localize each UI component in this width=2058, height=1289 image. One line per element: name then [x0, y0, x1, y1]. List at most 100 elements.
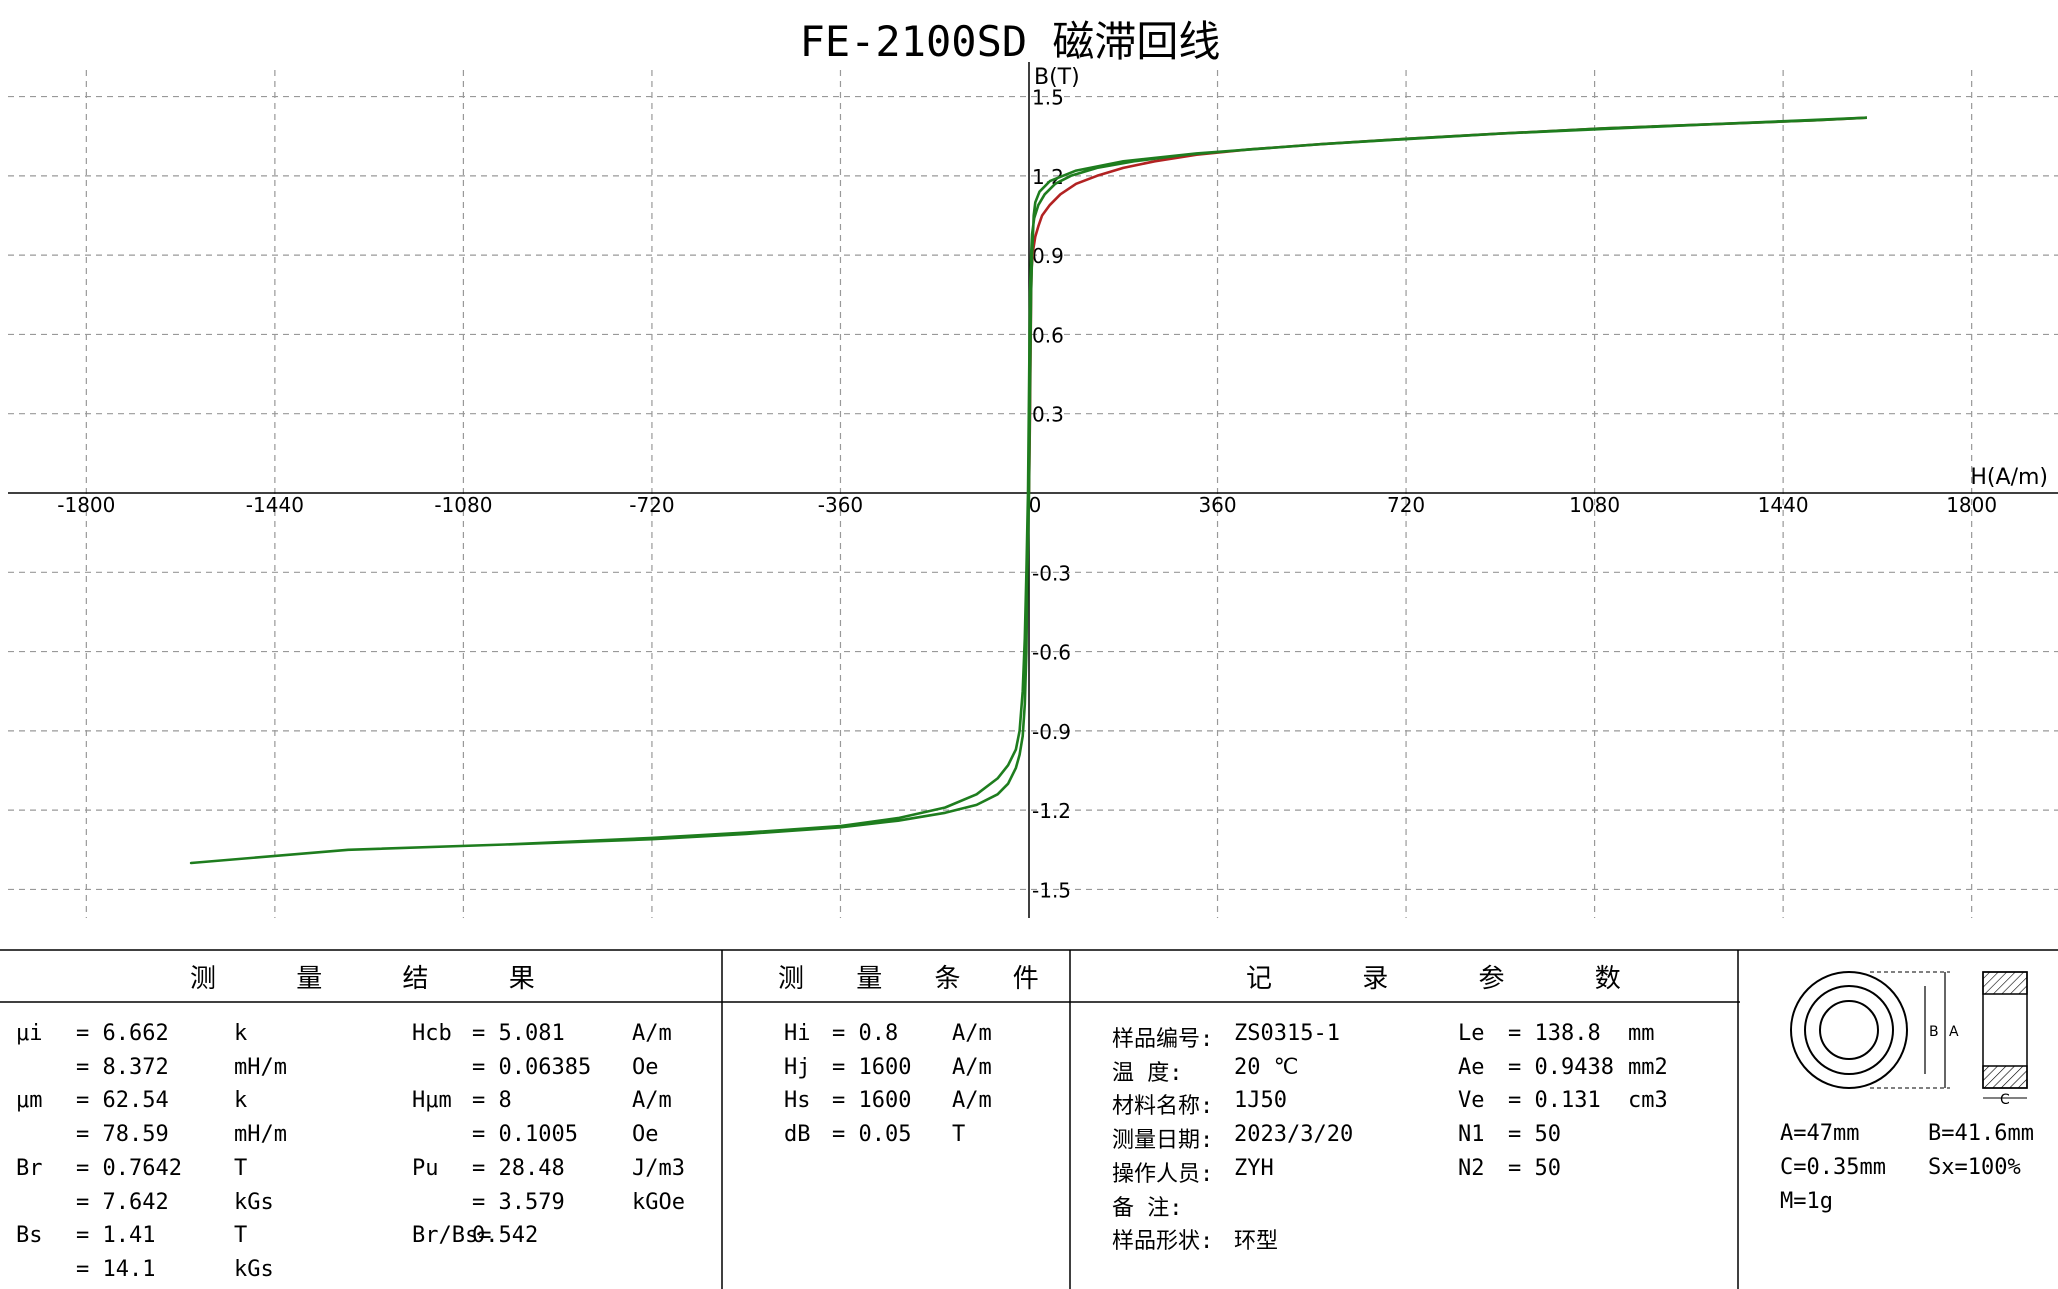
results-cell: k: [234, 1088, 248, 1114]
param-cell: N2: [1458, 1155, 1485, 1181]
results-cell: = 78.59: [76, 1122, 169, 1148]
x-tick-label: 360: [1198, 493, 1236, 517]
record-value: 20 ℃: [1234, 1054, 1299, 1080]
conditions-cell: = 0.05: [832, 1122, 912, 1148]
results-cell: = 8.372: [76, 1054, 169, 1080]
x-tick-label: 0: [1029, 493, 1042, 517]
y-tick-label: -1.2: [1032, 799, 1071, 823]
ring-label-c: C: [2000, 1092, 2010, 1108]
param-cell: Ae: [1458, 1054, 1485, 1080]
param-cell: = 0.9438: [1508, 1054, 1614, 1080]
ring-sample-diagram: [1790, 971, 2028, 1099]
param-cell: cm3: [1628, 1088, 1668, 1114]
info-panel-frame: [0, 949, 2058, 1289]
results-cell: Bs: [16, 1223, 43, 1249]
param-cell: Le: [1458, 1021, 1485, 1046]
results-cell: = 0.06385: [472, 1054, 592, 1080]
record-value: 2023/3/20: [1234, 1122, 1354, 1148]
y-tick-label: -0.9: [1032, 720, 1071, 744]
record-value: ZS0315-1: [1234, 1021, 1340, 1046]
param-cell: Ve: [1458, 1088, 1485, 1114]
results-cell: μi: [16, 1021, 43, 1046]
results-cell: kGs: [234, 1189, 274, 1215]
results-cell: Pu: [412, 1155, 439, 1181]
results-cell: Hcb: [412, 1021, 452, 1046]
chart-axes: [8, 62, 2058, 918]
shape-dim: B=41.6mm: [1928, 1121, 2034, 1146]
results-cell: A/m: [632, 1088, 672, 1114]
record-value: 1J50: [1234, 1088, 1287, 1114]
y-tick-label: 1.5: [1032, 86, 1064, 110]
param-cell: = 0.131: [1508, 1088, 1601, 1114]
param-cell: = 138.8: [1508, 1021, 1601, 1046]
results-cell: = 0.1005: [472, 1122, 578, 1148]
record-label: 测量日期:: [1112, 1128, 1214, 1154]
conditions-cell: Hs: [784, 1088, 811, 1114]
record-value: 环型: [1234, 1229, 1279, 1255]
y-tick-label: -0.3: [1032, 561, 1071, 585]
results-cell: T: [234, 1223, 248, 1249]
results-cell: = 14.1: [76, 1256, 156, 1282]
results-cell: Oe: [632, 1054, 659, 1080]
x-tick-label: 1440: [1758, 493, 1809, 517]
results-cell: = 28.48: [472, 1155, 565, 1181]
conditions-cell: = 1600: [832, 1054, 912, 1080]
results-cell: = 62.54: [76, 1088, 169, 1114]
conditions-cell: A/m: [952, 1088, 992, 1114]
record-label: 材料名称:: [1112, 1094, 1214, 1120]
x-tick-label: 720: [1387, 493, 1425, 517]
chart-title: FE-2100SD 磁滞回线: [800, 17, 1221, 66]
results-cell: μm: [16, 1088, 43, 1114]
y-tick-label: 0.9: [1032, 244, 1064, 268]
record-value: ZYH: [1234, 1155, 1274, 1181]
results-header: 测 量 结 果: [190, 964, 537, 994]
results-cell: mH/m: [234, 1054, 287, 1080]
record-header: 记 录 参 数: [1246, 964, 1623, 994]
ring-label-a: A: [1949, 1024, 1959, 1040]
x-tick-label: -1080: [434, 493, 492, 517]
param-cell: N1: [1458, 1122, 1485, 1148]
x-tick-label: -1800: [57, 493, 115, 517]
conditions-cell: T: [952, 1122, 966, 1148]
results-cell: 0.542: [472, 1223, 539, 1249]
x-axis-label: H(A/m): [1970, 465, 2048, 490]
conditions-cell: Hj: [784, 1054, 811, 1080]
results-cell: = 6.662: [76, 1021, 169, 1046]
results-cell: Oe: [632, 1122, 659, 1148]
record-label: 操作人员:: [1112, 1161, 1214, 1187]
x-tick-label: -720: [629, 493, 674, 517]
series-line-1: [189, 116, 1867, 865]
results-cell: = 5.081: [472, 1021, 565, 1046]
x-tick-label: -360: [818, 493, 863, 517]
results-cell: J/m3: [632, 1155, 685, 1181]
chart-series: [189, 116, 1867, 865]
y-tick-label: -1.5: [1032, 878, 1071, 902]
results-cell: Br: [16, 1155, 43, 1181]
results-cell: = 7.642: [76, 1189, 169, 1215]
results-cell: mH/m: [234, 1122, 287, 1148]
x-tick-label: 1080: [1569, 493, 1620, 517]
conditions-cell: = 1600: [832, 1088, 912, 1114]
record-label: 温 度:: [1112, 1060, 1183, 1086]
results-cell: Br/Bs=: [412, 1223, 492, 1249]
results-cell: T: [234, 1155, 248, 1181]
ring-label-b: B: [1929, 1024, 1939, 1040]
conditions-cell: A/m: [952, 1021, 992, 1046]
record-label: 样品形状:: [1112, 1229, 1214, 1255]
results-cell: k: [234, 1021, 248, 1046]
results-cell: kGOe: [632, 1189, 685, 1215]
conditions-cell: dB: [784, 1122, 811, 1148]
series-line-0: [1027, 116, 1867, 494]
shape-dim: C=0.35mm: [1780, 1155, 1886, 1180]
results-cell: = 0.7642: [76, 1155, 182, 1181]
chart-tick-labels: -1800 -1440 -1080 -720 -360 0 360 720 1080 1440 18…: [57, 86, 1997, 903]
results-cell: kGs: [234, 1256, 274, 1282]
conditions-cell: A/m: [952, 1054, 992, 1080]
results-cell: Hμm: [412, 1088, 452, 1114]
y-axis-label: B(T): [1034, 65, 1080, 90]
y-tick-label: 0.6: [1032, 323, 1064, 347]
param-cell: = 50: [1508, 1122, 1561, 1148]
record-label: 样品编号:: [1112, 1027, 1214, 1052]
results-cell: A/m: [632, 1021, 672, 1046]
